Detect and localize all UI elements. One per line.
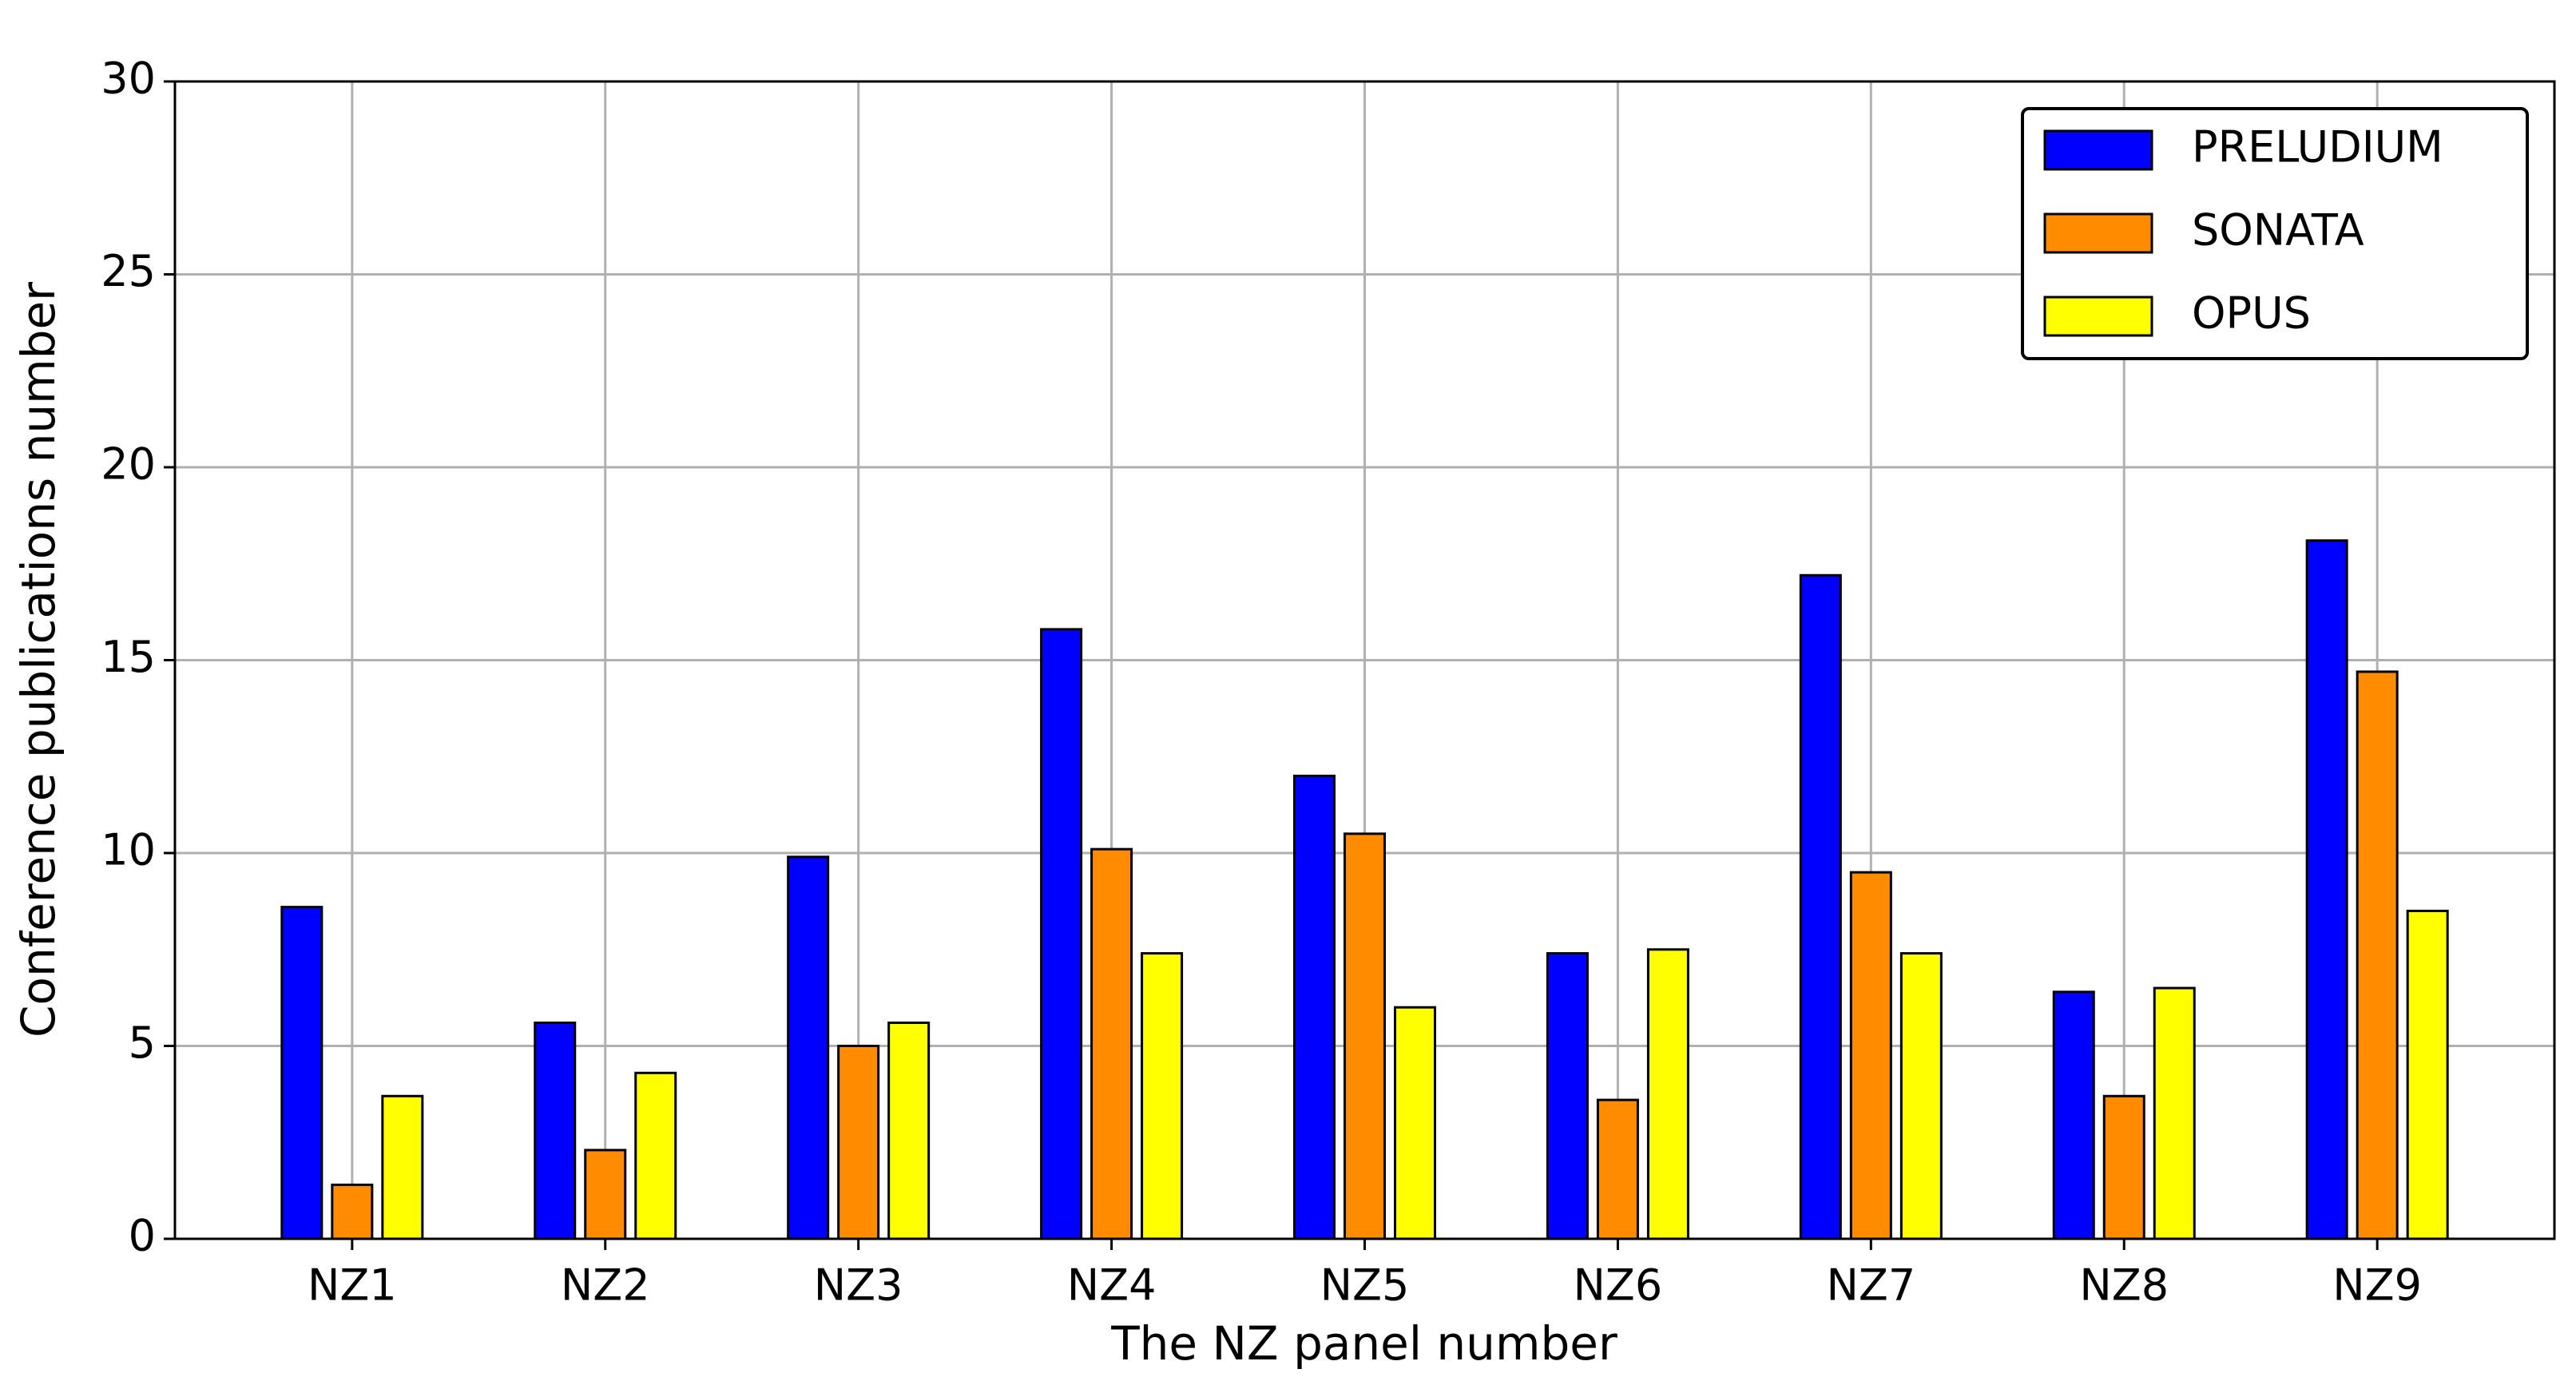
bar [331,1183,374,1240]
bar [1344,832,1386,1240]
bar [2305,539,2348,1240]
y-axis-label: Conference publications number [11,282,65,1038]
y-tick-label: 0 [129,1211,156,1261]
legend-label: OPUS [2192,288,2311,339]
bar [787,855,830,1240]
bar [2052,990,2095,1240]
bar [584,1149,627,1240]
bar [1141,952,1184,1240]
x-tick-label: NZ9 [2332,1260,2422,1311]
legend-label: SONATA [2192,205,2364,256]
bar [534,1022,577,1240]
legend-label: PRELUDIUM [2192,122,2443,173]
y-tick-label: 30 [101,54,156,104]
bar [634,1071,677,1240]
y-tick-label: 25 [101,246,156,296]
bar [2356,670,2399,1240]
bar [1040,628,1083,1240]
bar [1899,952,1943,1240]
bar [280,906,323,1240]
bar [1090,847,1133,1240]
bar [2406,909,2449,1240]
y-tick-label: 10 [101,825,156,875]
x-tick-label: NZ6 [1574,1260,1663,1311]
plot-frame [173,80,2556,1240]
x-tick-label: NZ5 [1320,1260,1410,1311]
y-tick-label: 5 [129,1018,156,1068]
bar [1596,1098,1639,1240]
legend-swatch [2043,129,2153,171]
bar [1394,1006,1436,1240]
bar [381,1094,424,1240]
y-tick-label: 20 [101,439,156,490]
x-tick-label: NZ2 [561,1260,650,1311]
bar [1546,952,1589,1240]
bar [1293,774,1336,1240]
y-tick-label: 15 [101,632,156,682]
bar [1849,871,1892,1240]
x-tick-label: NZ8 [2079,1260,2169,1311]
x-tick-label: NZ1 [308,1260,397,1311]
bar [837,1045,880,1240]
x-tick-label: NZ3 [814,1260,903,1311]
bar [2153,986,2196,1240]
bar [887,1022,931,1240]
legend-swatch [2043,212,2153,254]
x-tick-label: NZ7 [1826,1260,1915,1311]
x-axis-label: The NZ panel number [1110,1316,1617,1371]
bar [1646,948,1689,1240]
bar [2102,1094,2145,1240]
legend-swatch [2043,296,2153,337]
x-tick-label: NZ4 [1067,1260,1157,1311]
bar [1799,573,1842,1240]
